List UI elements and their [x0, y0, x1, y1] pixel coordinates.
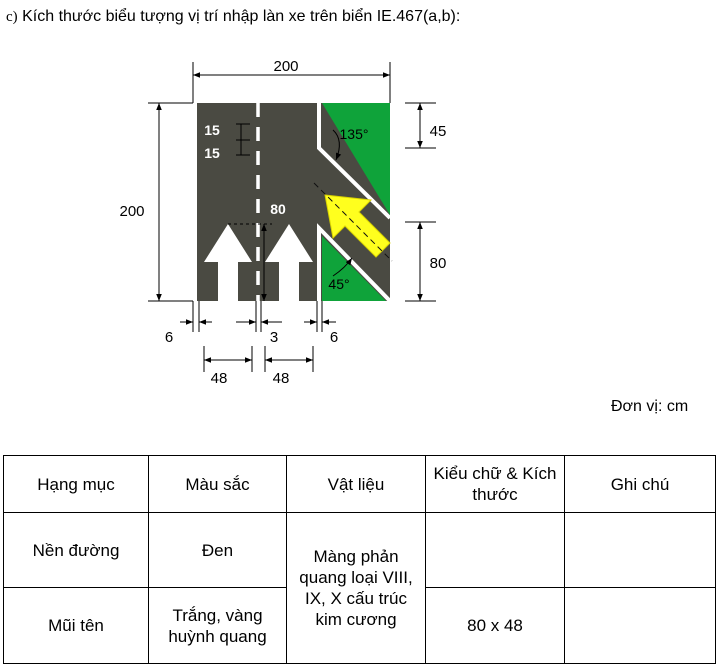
table-header-row: Hạng mục Màu sắc Vật liệu Kiểu chữ & Kíc… — [3, 455, 716, 513]
arrow-width-right-label: 48 — [273, 370, 290, 387]
merge-axis-dashed — [313, 182, 393, 262]
dash-gap-label: 15 — [204, 145, 220, 161]
dim-width-label: 200 — [273, 58, 298, 75]
dim-bottom-right-label: 80 — [430, 255, 447, 272]
header-material: Vật liệu — [286, 455, 426, 513]
row1-size — [425, 512, 565, 588]
left-edge-line — [193, 103, 197, 301]
row2-size: 80 x 48 — [425, 587, 565, 664]
material-cell: Màng phản quang loại VIII, IX, X cấu trú… — [286, 512, 426, 664]
header-item: Hạng mục — [3, 455, 149, 513]
header-note: Ghi chú — [564, 455, 716, 513]
dash-length-label: 15 — [204, 122, 220, 138]
heading-prefix: c) — [6, 9, 18, 25]
unit-label: Đơn vị: cm — [611, 398, 689, 415]
bottom-merge-boundary-line — [317, 223, 392, 303]
top-merge-boundary-line — [317, 103, 392, 220]
row1-note — [564, 512, 716, 588]
lane-merge-symbol-diagram: 200 200 45 80 15 15 80 135° 45° 6 3 6 — [119, 58, 447, 387]
header-font-size: Kiểu chữ & Kích thước — [425, 455, 565, 513]
angle-bottom-label: 45° — [328, 276, 349, 292]
heading: c) Kích thước biểu tượng vị trí nhập làn… — [6, 8, 460, 26]
row1-item: Nền đường — [3, 512, 149, 588]
arrow-length-label: 80 — [270, 201, 286, 217]
angle-top-label: 135° — [340, 126, 369, 142]
green-top-area — [322, 103, 390, 215]
right-straight-arrow — [265, 224, 313, 301]
row2-item: Mũi tên — [3, 587, 149, 664]
green-bottom-area — [322, 236, 386, 301]
table-row: Nền đường Đen Màng phản quang loại VIII,… — [3, 512, 716, 664]
dim-height-label: 200 — [119, 203, 144, 220]
angle-arc-top — [332, 129, 342, 161]
arrow-width-left-label: 48 — [211, 370, 228, 387]
dim-top-right-label: 45 — [430, 123, 447, 140]
spec-table: Hạng mục Màu sắc Vật liệu Kiểu chữ & Kíc… — [3, 455, 716, 664]
row2-note — [564, 587, 716, 664]
table-row: Mũi tên Trắng, vàng huỳnh quang 80 x 48 — [3, 587, 716, 664]
left-straight-arrow — [204, 224, 252, 301]
heading-title: Kích thước biểu tượng vị trí nhập làn xe… — [22, 8, 461, 25]
bottom-gap-label: 3 — [270, 329, 278, 346]
angle-arc-bottom — [332, 257, 353, 277]
bottom-left-margin-label: 6 — [165, 329, 173, 346]
bottom-right-margin-label: 6 — [330, 329, 338, 346]
header-color: Màu sắc — [148, 455, 287, 513]
row2-color: Trắng, vàng huỳnh quang — [148, 587, 287, 664]
row1-color: Đen — [148, 512, 287, 588]
